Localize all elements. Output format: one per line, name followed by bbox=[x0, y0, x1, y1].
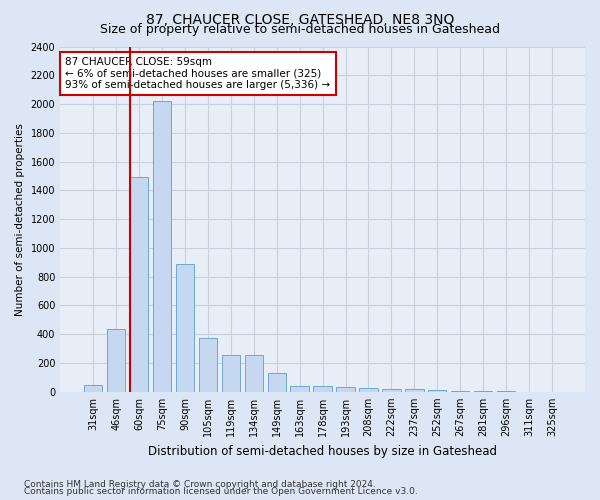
Bar bbox=[130, 178, 148, 392]
Text: Contains public sector information licensed under the Open Government Licence v3: Contains public sector information licen… bbox=[24, 487, 418, 496]
Bar bbox=[382, 389, 401, 392]
Bar bbox=[107, 329, 125, 392]
Bar bbox=[451, 390, 469, 392]
Bar bbox=[153, 101, 171, 392]
Bar bbox=[245, 354, 263, 392]
X-axis label: Distribution of semi-detached houses by size in Gateshead: Distribution of semi-detached houses by … bbox=[148, 444, 497, 458]
Bar bbox=[405, 389, 424, 392]
Text: Size of property relative to semi-detached houses in Gateshead: Size of property relative to semi-detach… bbox=[100, 22, 500, 36]
Bar bbox=[176, 264, 194, 392]
Text: 87 CHAUCER CLOSE: 59sqm
← 6% of semi-detached houses are smaller (325)
93% of se: 87 CHAUCER CLOSE: 59sqm ← 6% of semi-det… bbox=[65, 57, 331, 90]
Bar bbox=[199, 338, 217, 392]
Bar bbox=[84, 386, 103, 392]
Bar bbox=[428, 390, 446, 392]
Bar bbox=[337, 388, 355, 392]
Y-axis label: Number of semi-detached properties: Number of semi-detached properties bbox=[15, 122, 25, 316]
Bar bbox=[474, 391, 493, 392]
Bar bbox=[290, 386, 309, 392]
Bar bbox=[313, 386, 332, 392]
Bar bbox=[268, 373, 286, 392]
Bar bbox=[359, 388, 377, 392]
Bar bbox=[221, 354, 240, 392]
Text: 87, CHAUCER CLOSE, GATESHEAD, NE8 3NQ: 87, CHAUCER CLOSE, GATESHEAD, NE8 3NQ bbox=[146, 12, 454, 26]
Text: Contains HM Land Registry data © Crown copyright and database right 2024.: Contains HM Land Registry data © Crown c… bbox=[24, 480, 376, 489]
